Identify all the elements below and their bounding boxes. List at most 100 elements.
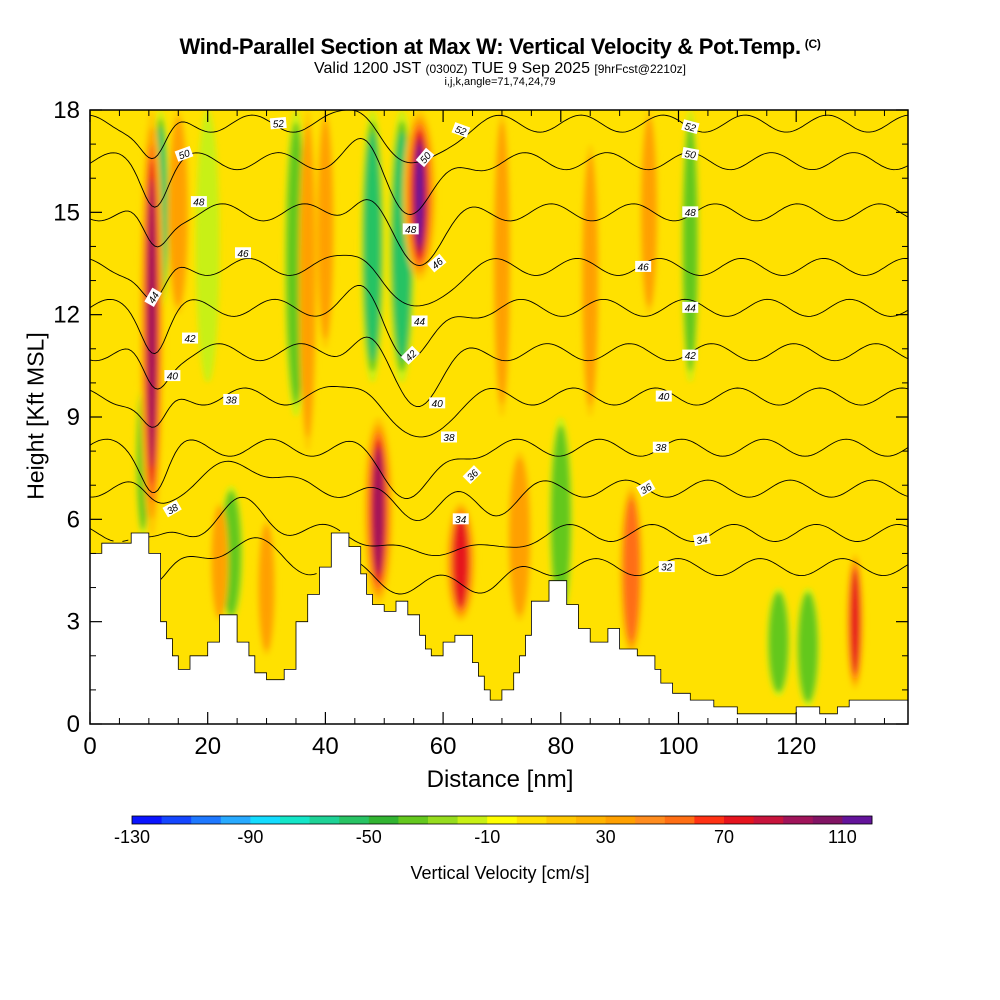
contour-label-text: 50: [684, 149, 697, 162]
colorbar-swatch: [576, 816, 606, 824]
theta-contour-44: [90, 285, 908, 360]
updraft-cell: [582, 155, 598, 407]
contour-label: 46: [635, 260, 652, 273]
contour-label-text: 38: [165, 502, 181, 517]
colorbar-swatch: [428, 816, 458, 824]
theta-contour-52: [90, 110, 908, 164]
contour-label: 40: [164, 370, 181, 383]
updraft-cell: [416, 144, 423, 247]
valid-time-zulu: (0300Z): [425, 62, 468, 76]
contour-label-bg: [693, 532, 711, 547]
contour-label-bg: [144, 287, 162, 308]
terrain-profile: [90, 532, 908, 724]
contour-label-text: 42: [184, 334, 196, 345]
contour-label-text: 48: [193, 198, 205, 209]
contour-label-text: 32: [661, 563, 673, 574]
y-tick-label: 12: [53, 302, 80, 329]
contour-label-bg: [451, 122, 471, 138]
y-tick-label: 18: [53, 97, 80, 124]
contour-label-bg: [462, 465, 482, 485]
x-axis-label: Distance [nm]: [426, 766, 574, 793]
contour-label-bg: [429, 397, 446, 409]
updraft-cell: [147, 178, 157, 469]
contour-label: 44: [411, 315, 428, 328]
y-tick-label: 6: [67, 506, 80, 533]
contour-label: 48: [190, 196, 207, 209]
potential-temperature-contours: [90, 110, 908, 595]
contour-label: 44: [682, 301, 699, 314]
colorbar-swatch: [132, 816, 162, 824]
contour-label-text: 34: [455, 515, 467, 526]
contour-label-bg: [682, 206, 699, 218]
grid-indices: i,j,k,angle=71,74,24,79: [444, 76, 556, 88]
terrain-mask: [90, 532, 908, 724]
x-tick-label: 40: [312, 733, 339, 760]
contour-label-bg: [682, 349, 699, 361]
contour-label: 40: [655, 390, 672, 403]
contour-label: 32: [658, 561, 675, 574]
y-tick-label: 0: [67, 711, 80, 738]
contour-label-text: 38: [443, 433, 455, 444]
contour-label: 50: [681, 147, 700, 162]
contour-label: 40: [429, 397, 446, 410]
contour-label-text: 38: [226, 395, 238, 406]
colorbar-frame: [131, 815, 873, 825]
downdraft-cell: [195, 110, 220, 383]
contour-label: 34: [452, 513, 469, 526]
colorbar-tick-label: 30: [596, 827, 616, 847]
theta-contour-38: [90, 438, 908, 499]
contour-label: 38: [223, 393, 240, 406]
updraft-cell: [494, 122, 510, 405]
colorbar-tick-label: -10: [474, 827, 500, 847]
contour-label-bg: [452, 513, 469, 525]
contour-label-bg: [402, 223, 419, 235]
colorbar-swatch: [368, 816, 399, 824]
colorbar-swatch: [635, 816, 666, 824]
contour-label-text: 52: [453, 124, 468, 138]
theta-contour-48: [90, 199, 908, 267]
colorbar-swatch: [546, 816, 577, 824]
contour-label: 52: [681, 119, 700, 135]
downdraft-cell: [798, 592, 818, 703]
downdraft-cell: [768, 591, 789, 693]
colorbar-swatch: [664, 816, 695, 824]
chart-title: Wind-Parallel Section at Max W: Vertical…: [0, 34, 1000, 60]
vertical-velocity-field: [90, 110, 908, 724]
contour-label-bg: [635, 260, 652, 272]
colorbar-swatch: [783, 816, 814, 824]
contour-label-bg: [658, 561, 675, 573]
colorbar-swatch: [161, 816, 192, 824]
contour-label-text: 46: [237, 249, 249, 260]
contour-label: 52: [269, 116, 287, 131]
contour-label: 52: [451, 122, 471, 139]
colorbar-swatch: [753, 816, 784, 824]
contour-label-bg: [655, 390, 672, 402]
theta-contour-50: [90, 137, 908, 215]
contour-label-text: 42: [685, 351, 697, 362]
colorbar-label: Vertical Velocity [cm/s]: [410, 863, 590, 883]
contour-label-text: 52: [272, 119, 284, 131]
updraft-cell: [212, 507, 227, 617]
contour-label-text: 44: [414, 317, 426, 328]
y-tick-label: 9: [67, 404, 80, 431]
colorbar-tick-label: -90: [237, 827, 263, 847]
theta-contour-42: [90, 336, 908, 408]
contour-label-bg: [164, 370, 181, 382]
updraft-cell: [850, 569, 860, 674]
colorbar-swatch: [487, 816, 518, 824]
y-tick-label: 3: [67, 609, 80, 636]
x-tick-label: 80: [547, 733, 574, 760]
x-tick-label: 100: [658, 733, 698, 760]
contour-label-bg: [681, 119, 700, 134]
contour-label: 38: [652, 441, 669, 454]
contour-label-text: 48: [685, 208, 697, 219]
contour-label-bg: [400, 345, 420, 365]
colorbar-swatch: [605, 816, 636, 824]
contour-label-text: 46: [638, 262, 650, 273]
updraft-cell: [300, 123, 316, 438]
contour-label-bg: [235, 247, 252, 259]
colorbar-swatch: [516, 816, 547, 824]
contour-label: 34: [693, 532, 711, 547]
contour-label: 50: [174, 145, 194, 162]
